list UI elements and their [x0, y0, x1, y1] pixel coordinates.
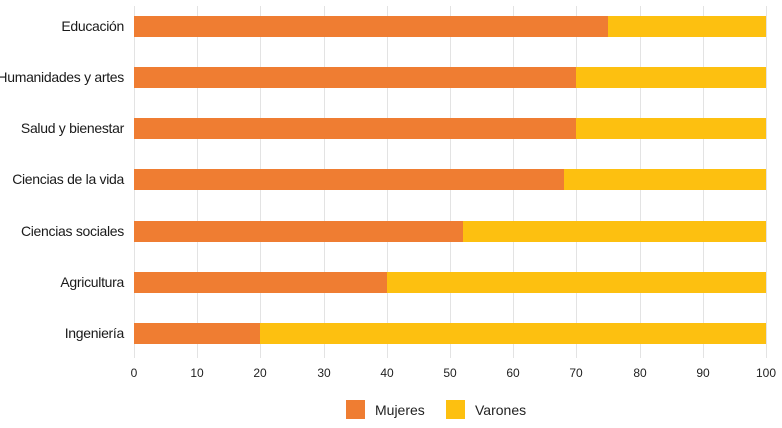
bar-segment-varones: [608, 16, 766, 37]
bar-row: [134, 169, 766, 190]
category-label: Educación: [61, 18, 124, 34]
bar-segment-varones: [386, 272, 766, 293]
x-tick-label: 20: [253, 366, 267, 380]
category-label: Ingeniería: [64, 325, 125, 341]
x-tick-label: 100: [755, 366, 777, 380]
category-label: Ciencias de la vida: [12, 171, 124, 187]
bar-segment-mujeres: [134, 118, 577, 139]
gridline: [766, 6, 767, 358]
x-tick-label: 30: [317, 366, 331, 380]
bar-segment-mujeres: [134, 67, 577, 88]
x-tick-label: 50: [443, 366, 457, 380]
category-label: Humanidades y artes: [0, 69, 124, 85]
legend-label-mujeres: Mujeres: [375, 401, 425, 418]
bar-row: [134, 118, 766, 139]
bar-segment-varones: [576, 67, 766, 88]
x-tick-label: 40: [380, 366, 394, 380]
x-tick-label: 60: [506, 366, 520, 380]
bar-row: [134, 67, 766, 88]
x-tick-label: 0: [130, 366, 138, 380]
x-tick-label: 80: [633, 366, 647, 380]
bar-row: [134, 323, 766, 344]
x-tick-label: 70: [569, 366, 583, 380]
legend-item-varones: Varones: [446, 400, 526, 419]
bar-row: [134, 16, 766, 37]
category-label: Ciencias sociales: [20, 223, 124, 239]
bar-segment-mujeres: [134, 221, 463, 242]
bar-segment-varones: [563, 169, 766, 190]
bar-segment-varones: [462, 221, 766, 242]
bar-row: [134, 272, 766, 293]
category-label: Agricultura: [60, 274, 124, 290]
x-tick-label: 90: [696, 366, 710, 380]
category-label: Salud y bienestar: [20, 120, 124, 136]
legend-swatch-mujeres: [346, 400, 365, 419]
bar-segment-varones: [576, 118, 766, 139]
bar-row: [134, 221, 766, 242]
legend-label-varones: Varones: [475, 401, 527, 418]
bar-segment-mujeres: [134, 272, 387, 293]
legend-item-mujeres: Mujeres: [346, 400, 425, 419]
bar-segment-mujeres: [134, 323, 261, 344]
bar-segment-varones: [260, 323, 766, 344]
bar-segment-mujeres: [134, 16, 608, 37]
bar-segment-mujeres: [134, 169, 564, 190]
x-tick-label: 10: [190, 366, 204, 380]
legend-swatch-varones: [446, 400, 465, 419]
